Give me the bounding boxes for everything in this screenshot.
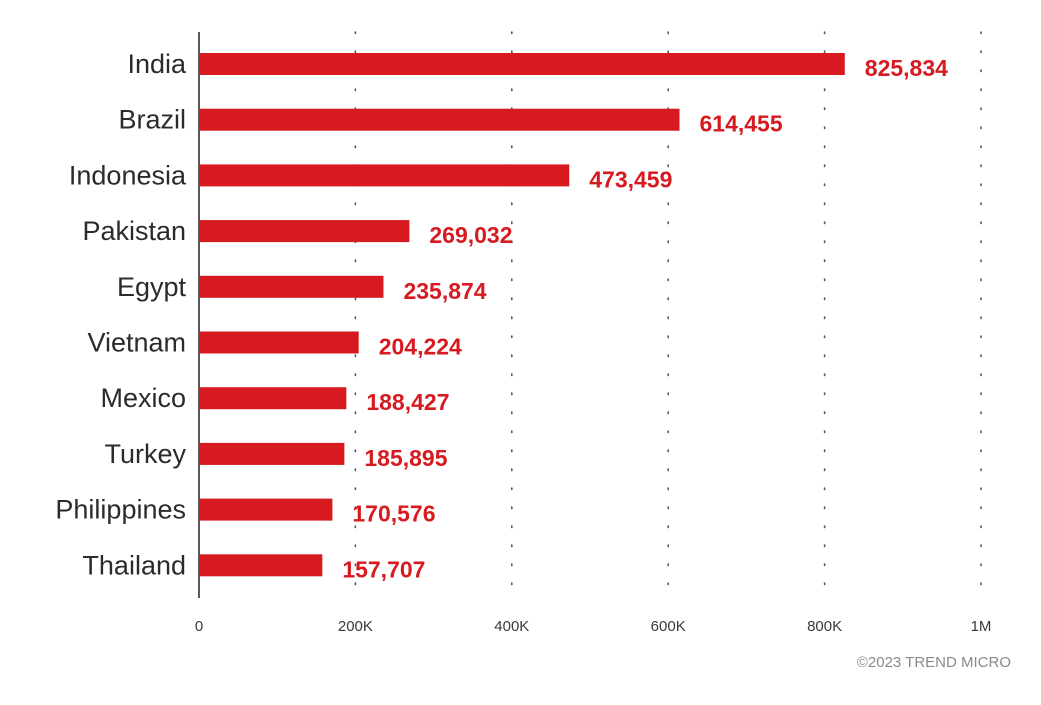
bar — [199, 387, 347, 410]
value-label: 235,874 — [403, 278, 486, 304]
value-label: 473,459 — [589, 166, 672, 192]
bar — [199, 164, 570, 187]
x-tick-label: 200K — [338, 618, 373, 635]
bar — [199, 442, 345, 465]
x-tick-label: 800K — [807, 618, 842, 635]
category-label: Pakistan — [82, 216, 186, 246]
bar — [199, 220, 410, 243]
value-label: 157,707 — [342, 556, 425, 582]
bar — [199, 498, 333, 521]
value-label: 170,576 — [352, 501, 435, 527]
category-label: Thailand — [82, 550, 186, 580]
category-label: Brazil — [118, 105, 186, 135]
value-label: 204,224 — [379, 334, 462, 360]
x-tick-label: 0 — [195, 618, 203, 635]
x-tick-label: 400K — [494, 618, 529, 635]
value-label: 269,032 — [429, 222, 512, 248]
value-label: 825,834 — [865, 55, 948, 81]
category-label: Egypt — [117, 272, 187, 302]
bar — [199, 331, 359, 354]
value-label: 185,895 — [364, 445, 447, 471]
value-label: 188,427 — [366, 389, 449, 415]
category-label: Philippines — [55, 495, 186, 525]
category-label: Indonesia — [69, 160, 187, 190]
category-label: Turkey — [104, 439, 186, 469]
x-tick-label: 1M — [971, 618, 992, 635]
bar — [199, 554, 323, 577]
bar — [199, 108, 680, 131]
x-tick-label: 600K — [651, 618, 686, 635]
copyright-credit: ©2023 TREND MICRO — [856, 654, 1011, 671]
value-label: 614,455 — [700, 111, 783, 137]
category-label: Vietnam — [87, 328, 186, 358]
category-label: India — [127, 49, 187, 79]
bar — [199, 275, 384, 298]
category-label: Mexico — [100, 383, 186, 413]
bar — [199, 53, 845, 75]
